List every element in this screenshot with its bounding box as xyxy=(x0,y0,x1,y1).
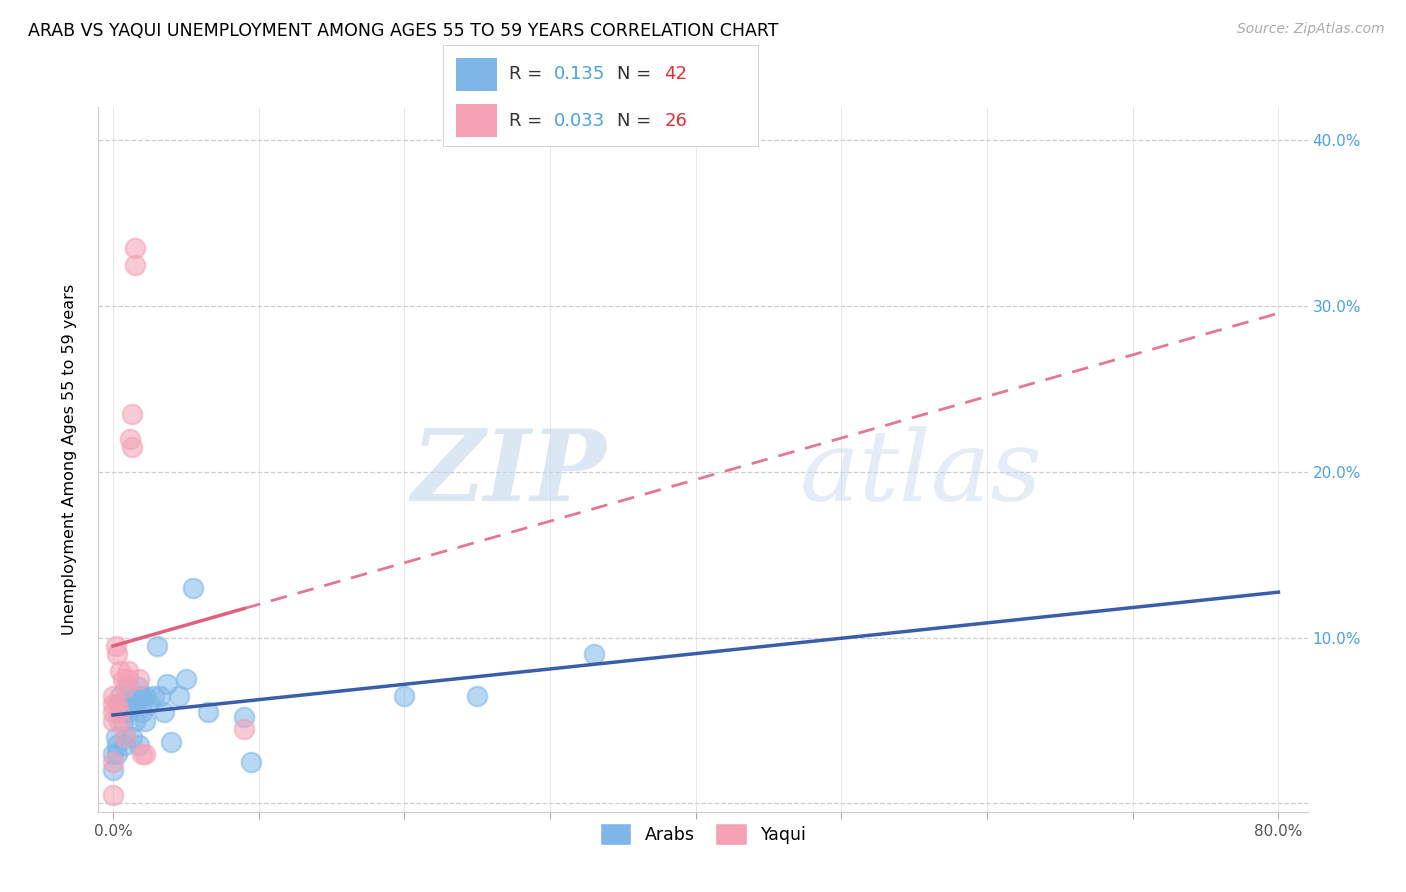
Point xyxy=(105,747,128,761)
Point xyxy=(105,647,128,661)
Point xyxy=(128,739,150,753)
Point xyxy=(131,705,153,719)
Point xyxy=(121,730,143,744)
Point xyxy=(121,407,143,421)
Point xyxy=(160,735,183,749)
Point xyxy=(582,647,605,661)
Legend: Arabs, Yaqui: Arabs, Yaqui xyxy=(592,816,814,853)
Point xyxy=(145,639,167,653)
Point xyxy=(124,258,146,272)
Point xyxy=(101,747,124,761)
Point xyxy=(134,747,156,761)
Text: 0.135: 0.135 xyxy=(554,65,605,83)
Point xyxy=(101,755,124,769)
Point xyxy=(124,241,146,255)
FancyBboxPatch shape xyxy=(456,104,496,137)
Point xyxy=(167,689,190,703)
Text: N =: N = xyxy=(617,65,657,83)
Point xyxy=(394,689,416,703)
Point xyxy=(110,664,132,678)
Point xyxy=(124,697,146,711)
Point xyxy=(233,722,256,736)
Text: R =: R = xyxy=(509,112,548,129)
Point xyxy=(114,739,136,753)
Point xyxy=(128,672,150,686)
Point xyxy=(127,681,149,695)
Point xyxy=(105,697,128,711)
Point xyxy=(104,730,127,744)
Point xyxy=(121,440,143,454)
Point xyxy=(465,689,488,703)
Point xyxy=(134,714,156,728)
Point xyxy=(117,664,139,678)
Point xyxy=(117,697,139,711)
Point xyxy=(108,705,131,719)
Point xyxy=(181,581,204,595)
Point xyxy=(131,689,153,703)
Text: R =: R = xyxy=(509,65,548,83)
Text: N =: N = xyxy=(617,112,657,129)
Point xyxy=(110,689,132,703)
Point xyxy=(117,705,139,719)
Point xyxy=(112,714,135,728)
Point xyxy=(156,677,179,691)
Point xyxy=(108,714,131,728)
Text: atlas: atlas xyxy=(800,425,1042,521)
Point xyxy=(174,672,197,686)
Y-axis label: Unemployment Among Ages 55 to 59 years: Unemployment Among Ages 55 to 59 years xyxy=(62,284,77,635)
Text: ZIP: ZIP xyxy=(412,425,606,522)
Point xyxy=(101,689,124,703)
Point xyxy=(131,747,153,761)
Point xyxy=(197,705,219,719)
Point xyxy=(101,764,124,778)
Point xyxy=(240,755,263,769)
Point xyxy=(233,710,256,724)
Point xyxy=(134,689,156,703)
Point xyxy=(114,730,136,744)
Point xyxy=(142,689,165,703)
Point xyxy=(120,432,142,446)
Point xyxy=(149,689,172,703)
Text: Source: ZipAtlas.com: Source: ZipAtlas.com xyxy=(1237,22,1385,37)
Point xyxy=(105,739,128,753)
FancyBboxPatch shape xyxy=(443,45,759,147)
Point xyxy=(138,697,160,711)
Text: 42: 42 xyxy=(665,65,688,83)
Point xyxy=(121,697,143,711)
Point xyxy=(101,714,124,728)
Point xyxy=(110,697,132,711)
Text: 0.033: 0.033 xyxy=(554,112,605,129)
Point xyxy=(114,730,136,744)
Point xyxy=(112,672,135,686)
Point xyxy=(117,672,139,686)
Point xyxy=(104,639,127,653)
Point xyxy=(101,788,124,802)
Point xyxy=(114,681,136,695)
Point xyxy=(120,689,142,703)
Text: 26: 26 xyxy=(665,112,688,129)
Point xyxy=(112,705,135,719)
Point xyxy=(153,705,176,719)
Point xyxy=(128,689,150,703)
Text: ARAB VS YAQUI UNEMPLOYMENT AMONG AGES 55 TO 59 YEARS CORRELATION CHART: ARAB VS YAQUI UNEMPLOYMENT AMONG AGES 55… xyxy=(28,22,779,40)
FancyBboxPatch shape xyxy=(456,58,496,91)
Point xyxy=(117,681,139,695)
Point xyxy=(101,705,124,719)
Point xyxy=(101,697,124,711)
Point xyxy=(124,714,146,728)
